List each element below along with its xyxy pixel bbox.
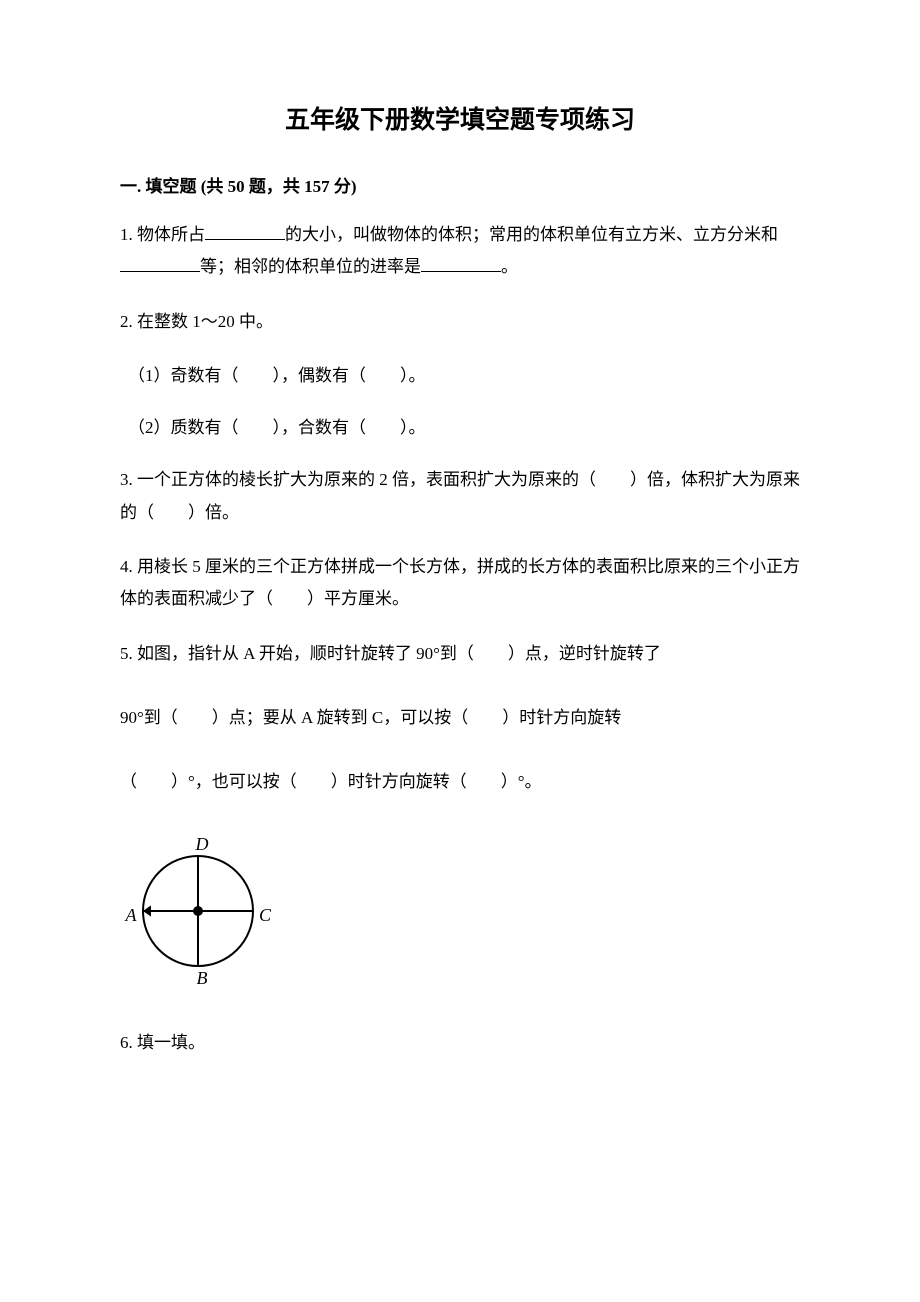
question-5-line1: 5. 如图，指针从 A 开始，顺时针旋转了 90°到（ ）点，逆时针旋转了 [120, 638, 800, 670]
question-3: 3. 一个正方体的棱长扩大为原来的 2 倍，表面积扩大为原来的（ ）倍，体积扩大… [120, 464, 800, 529]
q1-part-c: 等；相邻的体积单位的进率是 [200, 257, 421, 276]
svg-text:A: A [125, 905, 138, 925]
section-header: 一. 填空题 (共 50 题，共 157 分) [120, 172, 800, 197]
svg-text:B: B [197, 968, 208, 988]
page-title: 五年级下册数学填空题专项练习 [120, 100, 800, 136]
blank [120, 254, 200, 272]
q1-part-b: 的大小，叫做物体的体积；常用的体积单位有立方米、立方分米和 [285, 225, 778, 244]
question-6: 6. 填一填。 [120, 1027, 800, 1059]
compass-svg: D B A C [120, 831, 290, 996]
q1-part-a: 1. 物体所占 [120, 225, 205, 244]
svg-text:D: D [195, 834, 209, 854]
blank [421, 254, 501, 272]
blank [205, 222, 285, 240]
q1-part-d: 。 [501, 257, 518, 276]
page: 五年级下册数学填空题专项练习 一. 填空题 (共 50 题，共 157 分) 1… [0, 0, 920, 1302]
question-5-line3: （ ）°，也可以按（ ）时针方向旋转（ ）°。 [120, 766, 800, 798]
question-5-line2: 90°到（ ）点；要从 A 旋转到 C，可以按（ ）时针方向旋转 [120, 702, 800, 734]
question-1: 1. 物体所占 的大小，叫做物体的体积；常用的体积单位有立方米、立方分米和等；相邻… [120, 219, 800, 284]
question-4: 4. 用棱长 5 厘米的三个正方体拼成一个长方体，拼成的长方体的表面积比原来的三… [120, 551, 800, 616]
svg-text:C: C [259, 905, 272, 925]
compass-diagram: D B A C [120, 831, 800, 1001]
question-2-head: 2. 在整数 1～20 中。 [120, 306, 800, 338]
question-2-sub2: （2）质数有（ ），合数有（ ）。 [120, 412, 800, 444]
question-2-sub1: （1）奇数有（ ），偶数有（ ）。 [120, 360, 800, 392]
